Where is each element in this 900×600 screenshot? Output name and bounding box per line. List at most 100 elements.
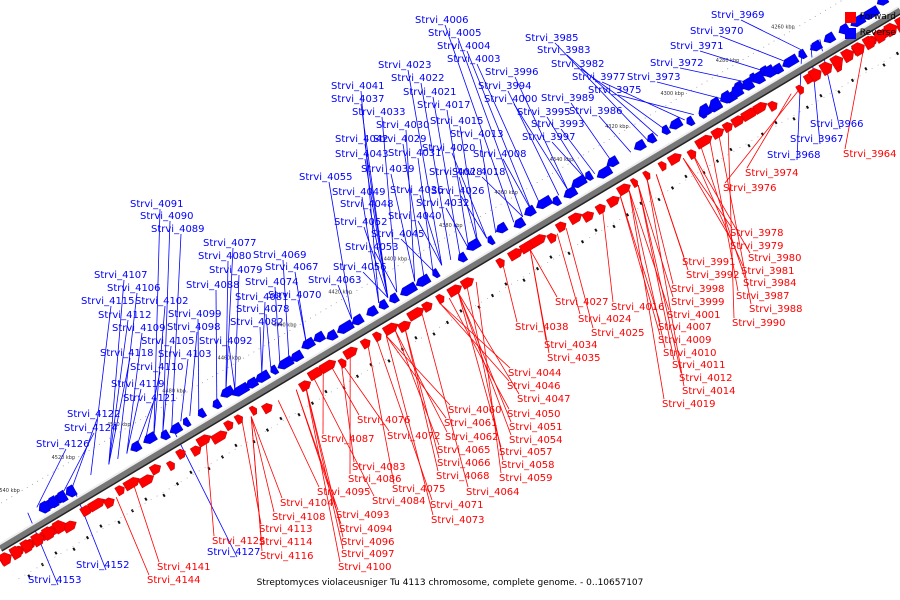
reverse-gene-label: Strvi_3995 (517, 107, 571, 118)
forward-gene-arrow (657, 161, 667, 172)
reverse-connector (36, 448, 67, 508)
reverse-gene-label: Strvi_3996 (485, 67, 539, 78)
reverse-connector (419, 194, 443, 266)
chromosome-backbone (0, 6, 900, 552)
forward-gene-arrow (629, 178, 638, 189)
reverse-gene-label: Strvi_4107 (94, 270, 148, 281)
reverse-gene-label: Strvi_3972 (650, 58, 704, 69)
reverse-connector (374, 251, 398, 293)
forward-gene-label: Strvi_4097 (341, 549, 395, 560)
forward-gene-label: Strvi_4061 (444, 418, 498, 429)
forward-gene-arrow (446, 284, 462, 298)
reverse-gene-label: Strvi_4080 (198, 251, 252, 262)
reverse-gene-arrow (823, 31, 837, 44)
feature-mark (387, 359, 391, 363)
reverse-gene-label: Strvi_4004 (437, 41, 491, 52)
reverse-gene-label: Strvi_4000 (484, 94, 538, 105)
feature-mark (234, 443, 238, 448)
reverse-connector (420, 82, 452, 260)
reverse-gene-arrow (183, 416, 192, 428)
reverse-gene-label: Strvi_3977 (572, 72, 626, 83)
reverse-connector (197, 318, 200, 411)
forward-gene-label: Strvi_4065 (437, 445, 491, 456)
forward-gene-arrow (318, 359, 337, 375)
forward-gene-label: Strvi_4083 (352, 462, 406, 473)
reverse-gene-arrow (698, 102, 713, 117)
forward-gene-label: Strvi_3990 (732, 318, 786, 329)
legend-reverse-label: Reverse (859, 28, 896, 38)
forward-gene-label: Strvi_3991 (682, 257, 736, 268)
backbone-layer (0, 6, 900, 552)
reverse-connector (126, 388, 142, 454)
gene-features (0, 0, 900, 567)
reverse-gene-arrow (487, 235, 496, 246)
reverse-gene-label: Strvi_4103 (158, 349, 212, 360)
forward-gene-arrow (730, 115, 745, 129)
forward-connector (403, 324, 439, 472)
forward-gene-arrow (61, 520, 77, 534)
reverse-gene-arrow (466, 237, 482, 251)
reverse-connector (363, 226, 389, 298)
scale-tick-label: 4360 kbp (494, 190, 518, 196)
reverse-connector (162, 345, 172, 433)
reverse-gene-arrow (169, 421, 184, 434)
reverse-gene-label: Strvi_3982 (551, 59, 605, 70)
forward-gene-arrow (642, 170, 651, 181)
reverse-gene-label: Strvi_4082 (230, 317, 284, 328)
reverse-connector (171, 426, 238, 558)
reverse-gene-arrow (720, 89, 734, 104)
reverse-gene-arrow (47, 495, 60, 509)
reverse-connector (90, 305, 112, 476)
reverse-gene-label: Strvi_4018 (452, 167, 506, 178)
feature-mark (310, 401, 315, 405)
reverse-gene-label: Strvi_4067 (265, 262, 319, 273)
forward-connector (394, 330, 448, 433)
reverse-connector (108, 319, 129, 465)
feature-mark (805, 105, 810, 110)
reverse-gene-label: Strvi_3983 (537, 45, 591, 56)
feature-mark (40, 562, 45, 567)
forward-gene-label: Strvi_3992 (686, 270, 740, 281)
feature-mark (162, 493, 166, 498)
reverse-gene-arrow (752, 70, 767, 85)
reverse-connector (274, 286, 281, 363)
forward-connector (394, 330, 440, 446)
feature-mark (850, 78, 855, 83)
forward-gene-label: Strvi_4047 (517, 394, 571, 405)
legend-forward-label: Forward (859, 12, 896, 22)
forward-gene-label: Strvi_4050 (507, 409, 561, 420)
reverse-connector (369, 208, 389, 298)
forward-gene-label: Strvi_4016 (611, 302, 665, 313)
forward-connector (637, 185, 674, 298)
forward-gene-label: Strvi_4084 (372, 496, 426, 507)
forward-connector (250, 416, 283, 499)
forward-connector (277, 400, 320, 488)
reverse-connector (554, 42, 650, 142)
forward-gene-label: Strvi_4009 (658, 335, 712, 346)
reverse-gene-label: Strvi_4122 (67, 409, 121, 420)
forward-gene-arrow (210, 430, 228, 445)
reverse-connector (144, 371, 161, 443)
reverse-gene-label: Strvi_4115 (81, 296, 135, 307)
forward-gene-label: Strvi_4019 (662, 399, 716, 410)
forward-connector (376, 341, 433, 501)
reverse-gene-arrow (563, 185, 579, 199)
forward-gene-arrow (615, 183, 631, 197)
reverse-connector (215, 289, 218, 400)
reverse-gene-label: Strvi_4081 (235, 292, 289, 303)
reverse-gene-label: Strvi_4121 (123, 393, 177, 404)
forward-connector (241, 421, 262, 525)
reverse-gene-label: Strvi_4088 (186, 280, 240, 291)
reverse-gene-label: Strvi_4032 (416, 198, 470, 209)
reverse-connector (514, 76, 569, 191)
feature-mark (175, 482, 180, 486)
reverse-gene-label: Strvi_3994 (478, 81, 532, 92)
forward-gene-label: Strvi_4114 (259, 537, 313, 548)
forward-connector (619, 195, 661, 336)
reverse-connector (551, 141, 587, 180)
reverse-gene-label: Strvi_4074 (245, 277, 299, 288)
reverse-gene-arrow (571, 174, 588, 189)
forward-gene-arrow (666, 153, 682, 166)
forward-gene-label: Strvi_4144 (147, 575, 201, 586)
forward-gene-label: Strvi_4001 (667, 310, 721, 321)
